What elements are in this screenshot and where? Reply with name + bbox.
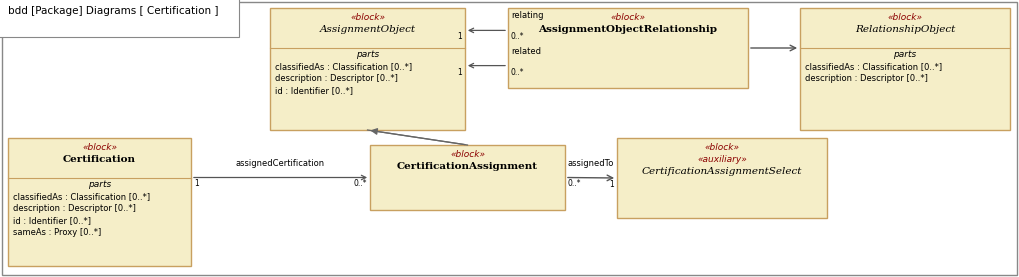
Text: assignedTo: assignedTo: [568, 158, 614, 168]
Text: «block»: «block»: [350, 13, 385, 22]
Bar: [616, 138, 827, 218]
Text: related: related: [511, 47, 541, 56]
Text: 0..*: 0..*: [568, 179, 582, 189]
Text: 0..*: 0..*: [354, 179, 367, 189]
Text: CertificationAssignment: CertificationAssignment: [397, 162, 538, 171]
Text: «block»: «block»: [450, 150, 485, 159]
Text: parts: parts: [894, 50, 917, 59]
Text: «block»: «block»: [704, 143, 740, 152]
Bar: [800, 8, 1010, 130]
Bar: [270, 8, 465, 130]
Text: 0..*: 0..*: [511, 32, 525, 41]
Text: «block»: «block»: [82, 143, 117, 152]
Text: 0..*: 0..*: [511, 68, 525, 77]
Text: CertificationAssignmentSelect: CertificationAssignmentSelect: [642, 167, 802, 176]
Text: «auxiliary»: «auxiliary»: [697, 155, 747, 164]
Text: assignedCertification: assignedCertification: [236, 158, 325, 168]
Text: 1: 1: [194, 179, 199, 189]
Text: parts: parts: [88, 180, 111, 189]
Text: sameAs : Proxy [0..*]: sameAs : Proxy [0..*]: [13, 228, 101, 237]
Text: description : Descriptor [0..*]: description : Descriptor [0..*]: [13, 204, 136, 213]
Text: classifiedAs : Classification [0..*]: classifiedAs : Classification [0..*]: [13, 192, 150, 201]
Text: description : Descriptor [0..*]: description : Descriptor [0..*]: [805, 74, 928, 83]
Text: 1: 1: [609, 180, 614, 189]
Text: parts: parts: [356, 50, 379, 59]
Text: classifiedAs : Classification [0..*]: classifiedAs : Classification [0..*]: [275, 62, 412, 71]
Bar: [8, 138, 191, 266]
Text: AssignmentObjectRelationship: AssignmentObjectRelationship: [538, 25, 717, 34]
Bar: [370, 145, 565, 210]
Text: AssignmentObject: AssignmentObject: [320, 25, 416, 34]
Text: id : Identifier [0..*]: id : Identifier [0..*]: [275, 86, 353, 95]
Text: 1: 1: [458, 32, 462, 41]
Text: bdd [Package] Diagrams [ Certification ]: bdd [Package] Diagrams [ Certification ]: [8, 6, 218, 16]
Text: relating: relating: [511, 11, 543, 20]
Text: description : Descriptor [0..*]: description : Descriptor [0..*]: [275, 74, 397, 83]
Text: Certification: Certification: [63, 155, 136, 164]
Text: «block»: «block»: [888, 13, 922, 22]
Bar: [508, 8, 748, 88]
Text: 1: 1: [458, 68, 462, 77]
Text: «block»: «block»: [610, 13, 645, 22]
Text: id : Identifier [0..*]: id : Identifier [0..*]: [13, 216, 91, 225]
Text: RelationshipObject: RelationshipObject: [855, 25, 955, 34]
Text: classifiedAs : Classification [0..*]: classifiedAs : Classification [0..*]: [805, 62, 943, 71]
